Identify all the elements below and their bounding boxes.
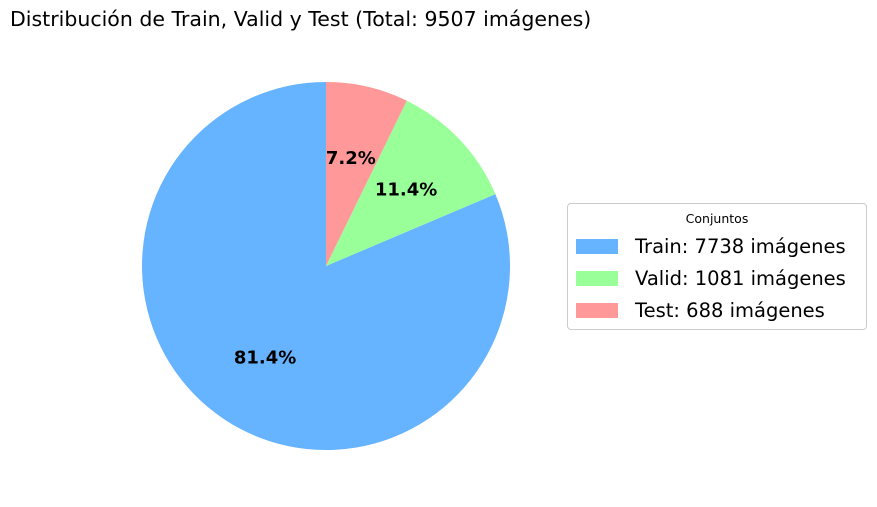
pct-label-test: 7.2%	[326, 148, 376, 169]
pie-slice-test	[326, 82, 407, 266]
legend-swatch-test	[576, 302, 618, 318]
legend-title: Conjuntos	[685, 211, 749, 226]
legend-entry-valid: Valid: 1081 imágenes	[576, 266, 846, 290]
pie-slice-train	[142, 82, 511, 450]
legend-swatch-valid	[576, 270, 618, 286]
legend-entry-test: Test: 688 imágenes	[576, 298, 825, 322]
chart-title: Distribución de Train, Valid y Test (Tot…	[10, 7, 592, 31]
legend-label-valid: Valid: 1081 imágenes	[635, 266, 846, 290]
legend-label-train: Train: 7738 imágenes	[635, 234, 846, 258]
pct-label-train: 81.4%	[234, 348, 296, 369]
legend-swatch-train	[576, 238, 618, 254]
pct-label-valid: 11.4%	[375, 180, 437, 201]
legend-entry-train: Train: 7738 imágenes	[576, 234, 846, 258]
pie-slice-valid	[326, 100, 496, 266]
legend: Conjuntos Train: 7738 imágenes Valid: 10…	[567, 203, 867, 330]
legend-label-test: Test: 688 imágenes	[635, 298, 825, 322]
